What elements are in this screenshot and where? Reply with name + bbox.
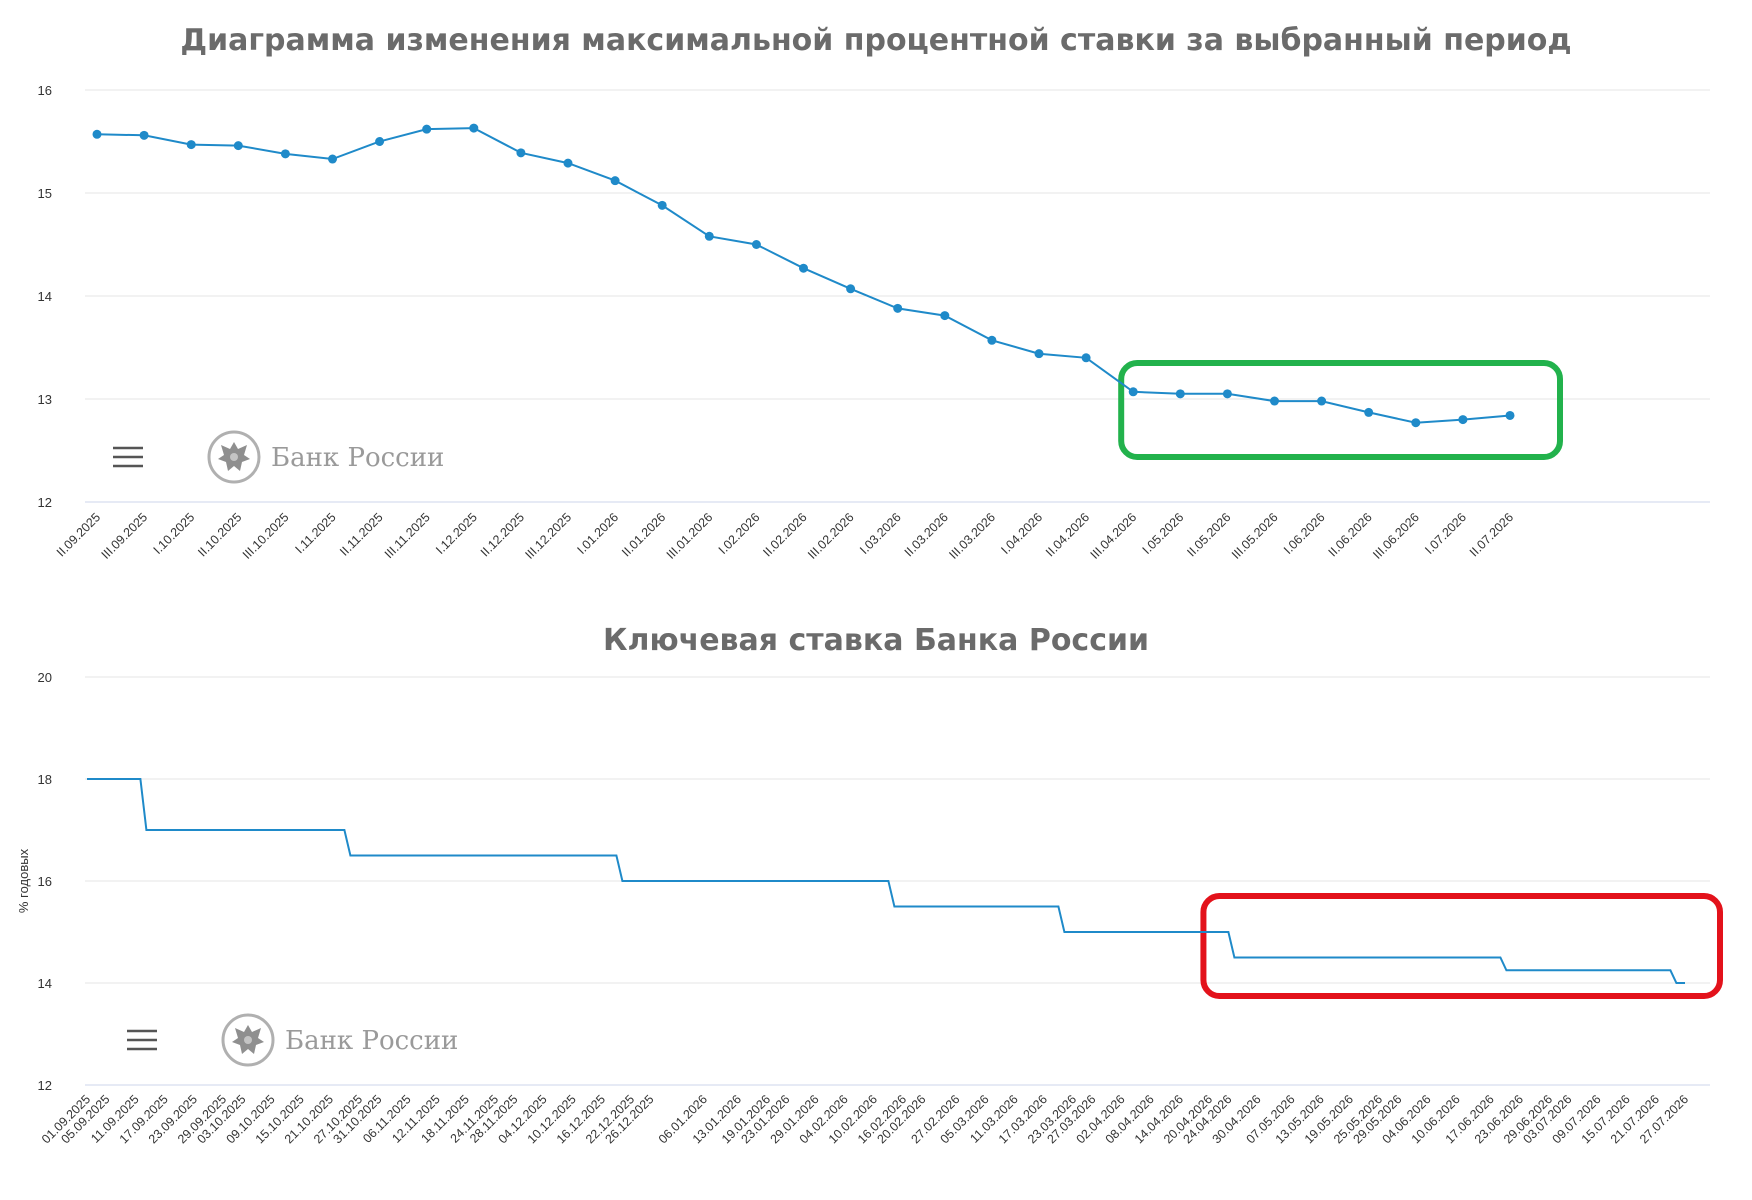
y-tick-label: 16 — [38, 874, 52, 889]
y-tick-label: 12 — [38, 1078, 52, 1093]
data-point[interactable] — [1270, 396, 1279, 406]
data-point[interactable] — [233, 141, 243, 151]
hamburger-icon[interactable] — [126, 1026, 158, 1054]
data-point[interactable] — [751, 240, 761, 249]
data-point[interactable] — [1128, 387, 1138, 397]
highlight-box — [1118, 360, 1563, 460]
data-point[interactable] — [846, 284, 856, 294]
x-tick-label: III.06.2026 — [1370, 510, 1422, 562]
data-point[interactable] — [610, 176, 620, 186]
series-line — [87, 778, 1685, 984]
x-tick-label: III.02.2026 — [805, 510, 857, 562]
x-tick-label: III.03.2026 — [946, 510, 998, 562]
data-point[interactable] — [1411, 418, 1421, 428]
data-point[interactable] — [375, 137, 385, 146]
data-point[interactable] — [328, 154, 337, 164]
x-tick-label: III.05.2026 — [1229, 510, 1281, 562]
data-point[interactable] — [704, 231, 714, 241]
bank-logo-text: Банк России — [271, 443, 444, 473]
x-tick-label: I.01.2026 — [574, 510, 621, 557]
y-tick-label: 12 — [38, 495, 52, 510]
hamburger-icon[interactable] — [112, 443, 144, 471]
x-tick-label: III.01.2026 — [664, 510, 716, 562]
x-tick-label: II.03.2026 — [902, 510, 951, 559]
data-point[interactable] — [799, 263, 808, 273]
y-tick-label: 14 — [38, 289, 52, 304]
bank-logo: Банк России — [207, 430, 444, 484]
x-tick-label: II.10.2025 — [195, 510, 244, 559]
data-point[interactable] — [469, 123, 479, 133]
double-headed-eagle-icon — [221, 1013, 275, 1067]
data-point[interactable] — [893, 303, 903, 313]
eagle-shield — [244, 1036, 252, 1044]
y-tick-label: 20 — [38, 670, 52, 685]
data-point[interactable] — [987, 335, 997, 345]
data-point[interactable] — [186, 140, 196, 150]
data-point[interactable] — [1364, 407, 1374, 417]
x-tick-label: I.02.2026 — [716, 510, 763, 557]
x-tick-label: II.09.2025 — [54, 510, 103, 559]
eagle-shield — [230, 453, 238, 461]
data-point[interactable] — [1175, 389, 1185, 399]
data-point[interactable] — [280, 149, 290, 159]
data-point[interactable] — [563, 158, 573, 168]
data-point[interactable] — [1458, 415, 1468, 425]
x-tick-label: III.12.2025 — [522, 510, 574, 562]
x-tick-label: II.07.2026 — [1467, 510, 1516, 559]
data-point[interactable] — [1317, 396, 1327, 406]
data-point[interactable] — [1081, 353, 1091, 363]
bank-logo-text: Банк России — [285, 1026, 458, 1056]
x-tick-label: I.07.2026 — [1422, 510, 1469, 557]
data-point[interactable] — [1222, 389, 1232, 399]
x-tick-label: II.11.2025 — [337, 510, 386, 559]
data-point[interactable] — [657, 200, 667, 210]
x-tick-label: III.09.2025 — [99, 510, 151, 562]
chart-1: Диаграмма изменения максимальной процент… — [38, 23, 1710, 562]
x-tick-label: I.10.2025 — [151, 510, 198, 557]
y-tick-label: 14 — [38, 976, 52, 991]
data-point[interactable] — [92, 129, 102, 139]
chart-2: Ключевая ставка Банка России 12 14 16 18 20 % … — [16, 623, 1723, 1146]
bank-logo: Банк России — [221, 1013, 458, 1067]
x-tick-label: I.04.2026 — [998, 510, 1045, 557]
y-tick-label: 16 — [38, 83, 52, 98]
y-axis-label: % годовых — [16, 848, 31, 913]
x-tick-label: I.12.2025 — [433, 510, 480, 557]
data-point[interactable] — [422, 124, 432, 134]
x-tick-label: II.01.2026 — [619, 510, 668, 559]
x-tick-label: II.06.2026 — [1326, 510, 1375, 559]
x-tick-label: I.03.2026 — [857, 510, 904, 557]
y-tick-label: 15 — [38, 186, 52, 201]
y-tick-label: 18 — [38, 772, 52, 787]
data-point[interactable] — [1505, 410, 1515, 420]
x-tick-label: I.05.2026 — [1140, 510, 1187, 557]
data-point[interactable] — [516, 148, 526, 158]
x-tick-label: III.04.2026 — [1088, 510, 1140, 562]
chart-title: Диаграмма изменения максимальной процент… — [180, 23, 1571, 58]
y-tick-label: 13 — [38, 392, 52, 407]
highlight-box — [1200, 893, 1723, 999]
x-tick-label: II.02.2026 — [760, 510, 809, 559]
chart-title: Ключевая ставка Банка России — [603, 623, 1149, 658]
data-point[interactable] — [139, 130, 149, 140]
data-point[interactable] — [1034, 349, 1044, 359]
x-tick-label: II.05.2026 — [1184, 510, 1233, 559]
x-tick-label: II.04.2026 — [1043, 510, 1092, 559]
series-line — [96, 127, 1511, 424]
x-tick-label: II.12.2025 — [478, 510, 527, 559]
x-tick-label: I.06.2026 — [1281, 510, 1328, 557]
x-tick-label: III.10.2025 — [240, 510, 292, 562]
double-headed-eagle-icon — [207, 430, 261, 484]
data-point[interactable] — [940, 311, 950, 321]
x-tick-label: III.11.2025 — [382, 510, 433, 561]
x-tick-label: I.11.2025 — [293, 510, 339, 556]
